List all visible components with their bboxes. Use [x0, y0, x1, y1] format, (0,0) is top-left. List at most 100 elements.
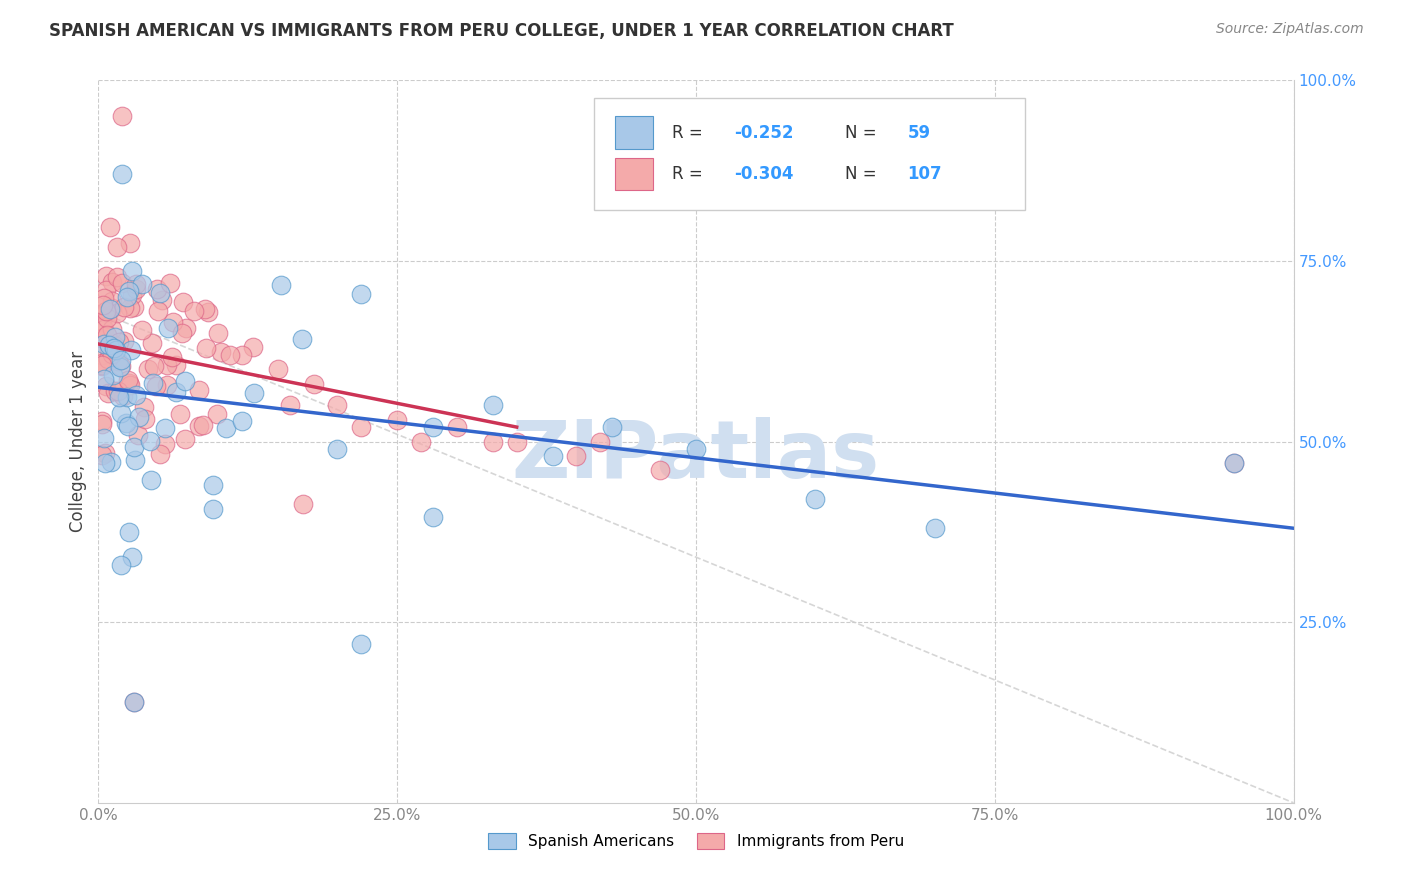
Point	[156, 378, 179, 392]
Point	[111, 389, 134, 403]
Point	[91, 414, 114, 428]
Point	[98, 301, 121, 316]
Point	[159, 276, 181, 290]
Point	[150, 293, 173, 307]
Point	[107, 384, 129, 398]
Point	[209, 345, 232, 359]
Point	[117, 290, 139, 304]
Point	[122, 440, 145, 454]
Point	[125, 282, 148, 296]
Point	[169, 407, 191, 421]
Point	[110, 359, 132, 373]
Point	[350, 420, 373, 434]
Point	[350, 637, 373, 651]
Point	[101, 322, 124, 336]
Point	[128, 409, 150, 424]
Point	[104, 330, 127, 344]
Point	[202, 478, 225, 492]
Point	[94, 306, 117, 320]
Point	[96, 328, 118, 343]
Point	[326, 398, 349, 412]
Text: R =: R =	[672, 124, 709, 142]
Text: N =: N =	[845, 124, 882, 142]
Point	[219, 348, 242, 362]
Point	[94, 456, 117, 470]
Point	[101, 301, 124, 316]
Point	[267, 362, 290, 376]
Point	[326, 442, 349, 456]
Point	[94, 304, 117, 318]
Point	[96, 268, 118, 283]
Point	[103, 368, 125, 383]
Point	[148, 304, 170, 318]
Text: Source: ZipAtlas.com: Source: ZipAtlas.com	[1216, 22, 1364, 37]
Point	[124, 695, 146, 709]
Point	[195, 341, 218, 355]
Point	[411, 434, 433, 449]
Point	[101, 347, 124, 361]
Point	[94, 445, 117, 459]
Point	[602, 420, 624, 434]
Point	[481, 398, 505, 412]
Point	[141, 473, 163, 487]
Point	[97, 352, 120, 367]
FancyBboxPatch shape	[614, 117, 652, 149]
Point	[156, 359, 179, 373]
Point	[131, 277, 153, 291]
Point	[506, 434, 529, 449]
Point	[104, 384, 127, 398]
Point	[124, 452, 146, 467]
Point	[138, 434, 160, 449]
Point	[108, 359, 131, 374]
Point	[174, 374, 197, 388]
Point	[134, 412, 156, 426]
Point	[118, 301, 141, 315]
Point	[110, 558, 132, 573]
FancyBboxPatch shape	[595, 98, 1025, 211]
Point	[115, 417, 138, 431]
Point	[100, 455, 122, 469]
Point	[91, 331, 114, 345]
Point	[120, 235, 142, 250]
Point	[136, 362, 159, 376]
Point	[541, 449, 564, 463]
Point	[93, 291, 115, 305]
Point	[243, 385, 266, 400]
Point	[197, 304, 219, 318]
Point	[648, 463, 672, 477]
Point	[97, 385, 120, 400]
Point	[98, 342, 121, 356]
Point	[165, 384, 187, 399]
Point	[242, 340, 264, 354]
Point	[188, 383, 211, 397]
Point	[103, 338, 125, 352]
Point	[804, 492, 827, 507]
Point	[91, 448, 114, 462]
Point	[231, 414, 253, 428]
Point	[100, 294, 122, 309]
Point	[91, 320, 114, 334]
Point	[215, 421, 238, 435]
Legend: Spanish Americans, Immigrants from Peru: Spanish Americans, Immigrants from Peru	[488, 833, 904, 849]
Point	[93, 431, 115, 445]
Point	[172, 326, 194, 340]
Point	[111, 167, 134, 181]
Point	[107, 335, 129, 350]
Text: SPANISH AMERICAN VS IMMIGRANTS FROM PERU COLLEGE, UNDER 1 YEAR CORRELATION CHART: SPANISH AMERICAN VS IMMIGRANTS FROM PERU…	[49, 22, 953, 40]
Point	[160, 351, 183, 365]
Text: R =: R =	[672, 165, 709, 183]
Point	[193, 418, 215, 433]
Point	[122, 300, 145, 314]
Point	[101, 276, 124, 290]
Point	[121, 549, 143, 564]
Point	[91, 359, 114, 373]
Point	[187, 418, 209, 433]
Text: ZIPatlas: ZIPatlas	[512, 417, 880, 495]
Point	[91, 358, 114, 372]
Point	[162, 315, 184, 329]
Point	[143, 359, 166, 374]
Point	[125, 387, 148, 401]
Y-axis label: College, Under 1 year: College, Under 1 year	[69, 351, 87, 533]
Point	[202, 502, 225, 516]
Point	[173, 432, 195, 446]
